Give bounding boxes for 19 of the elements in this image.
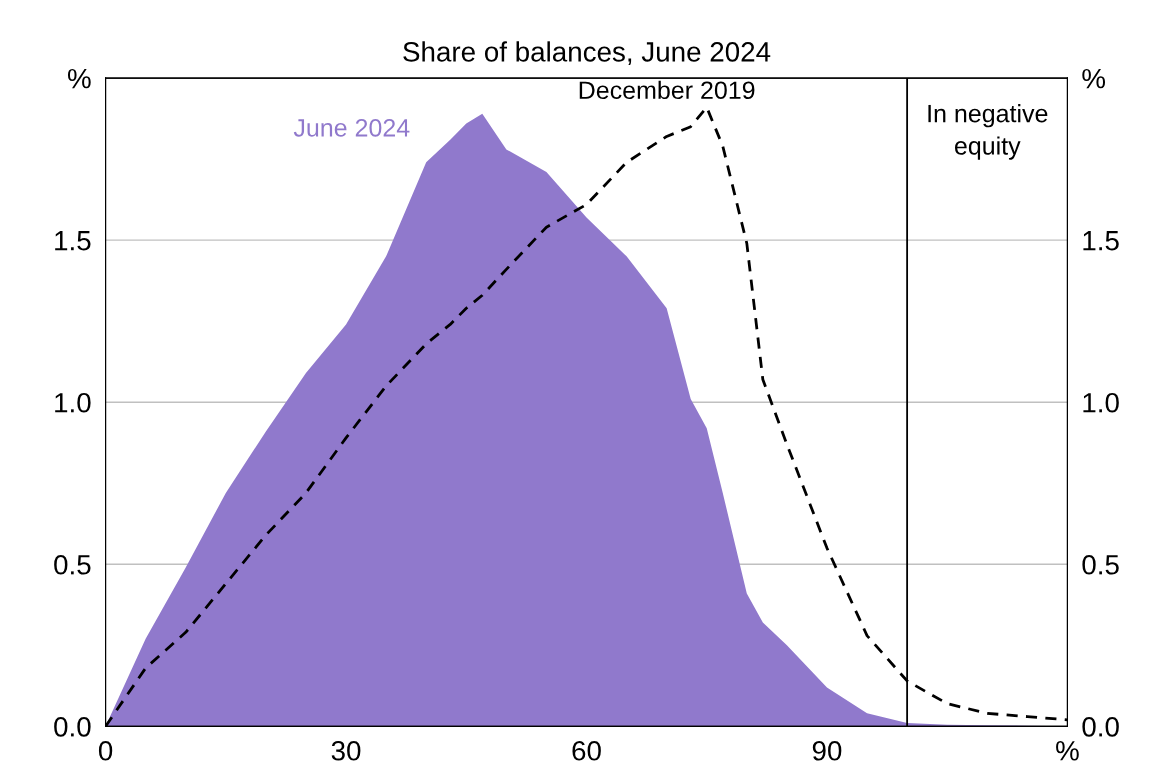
- x-tick-label: 60: [572, 740, 601, 761]
- y2-tick-label: 1.5: [1083, 231, 1119, 251]
- x-tick-label: 0: [98, 740, 113, 761]
- y2-tick-label: 1.0: [1083, 392, 1119, 413]
- y-tick-label: 1.5: [55, 231, 91, 251]
- y-tick-label: 0.0: [54, 717, 91, 737]
- y-tick-label: %: [67, 68, 91, 89]
- x-tick-label: %: [1056, 741, 1079, 761]
- y2-tick-label: 0.0: [1082, 717, 1119, 737]
- series-label: June 2024: [293, 118, 410, 137]
- y2-tick-label: %: [1082, 68, 1106, 89]
- series-label: December 2019: [579, 80, 755, 100]
- chart-title: Share of balances, June 2024: [403, 41, 771, 65]
- y2-tick-label: 0.5: [1082, 554, 1119, 575]
- ref-line-label: In negative equity: [928, 104, 1048, 160]
- y-tick-label: 1.0: [55, 392, 91, 413]
- x-tick-label: 30: [331, 740, 361, 761]
- y-tick-label: 0.5: [54, 554, 91, 575]
- x-tick-label: 90: [812, 740, 842, 761]
